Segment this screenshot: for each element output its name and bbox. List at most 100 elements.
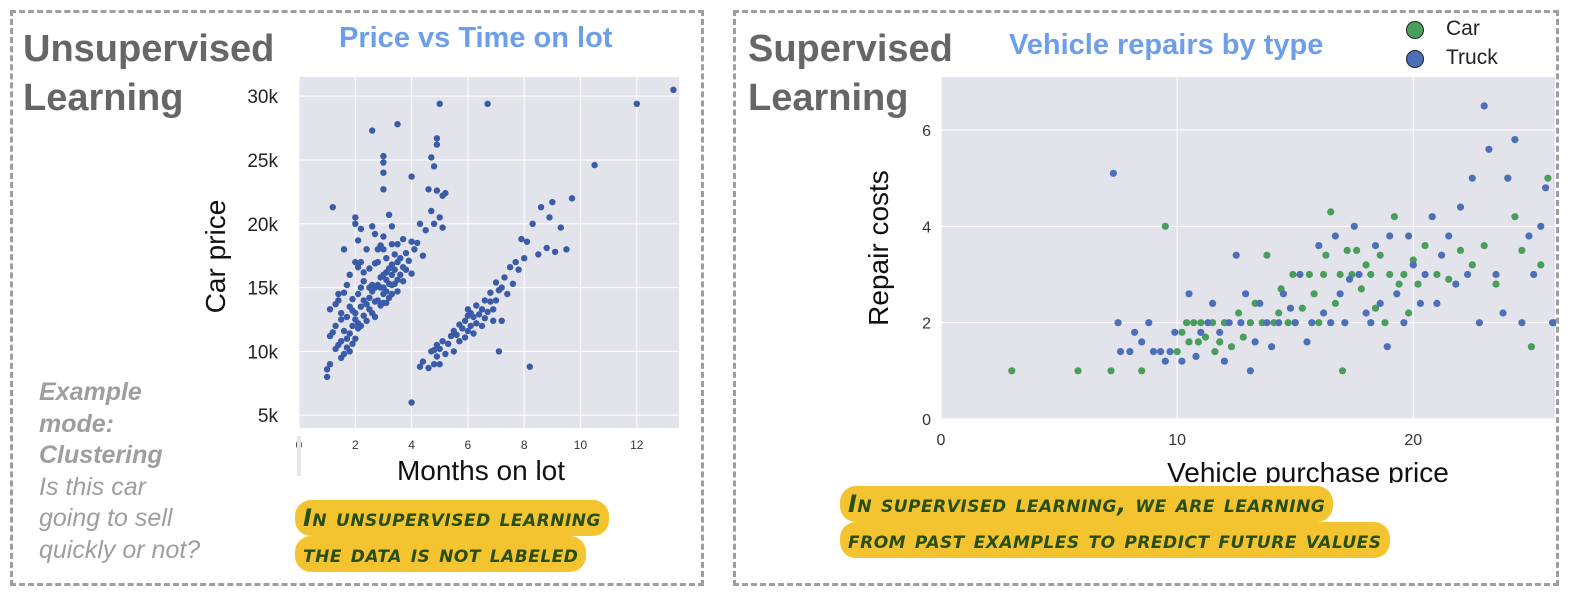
data-point bbox=[461, 334, 469, 341]
car-data-point bbox=[1357, 285, 1365, 293]
x-tick-label: 2 bbox=[352, 438, 359, 452]
unsupervised-note-line-2: the data is not labeled bbox=[295, 536, 587, 572]
data-point bbox=[332, 322, 339, 330]
car-data-point bbox=[1298, 304, 1306, 312]
data-point bbox=[352, 309, 359, 317]
x-axis-label: Vehicle purchase price bbox=[1167, 457, 1449, 483]
truck-data-point bbox=[1256, 299, 1264, 307]
truck-data-point bbox=[1428, 213, 1436, 221]
data-point bbox=[335, 290, 342, 298]
example-type: Clustering bbox=[39, 441, 163, 469]
car-marker-icon bbox=[1406, 21, 1424, 39]
data-point bbox=[394, 276, 401, 284]
truck-data-point bbox=[1296, 270, 1304, 279]
data-point bbox=[535, 251, 542, 258]
truck-data-point bbox=[1303, 338, 1311, 346]
truck-data-point bbox=[1291, 319, 1299, 327]
truck-data-point bbox=[1268, 343, 1276, 351]
data-point bbox=[402, 266, 410, 273]
data-point bbox=[354, 237, 362, 244]
data-point bbox=[360, 278, 367, 285]
data-point bbox=[354, 290, 362, 298]
data-point bbox=[484, 308, 491, 316]
truck-data-point bbox=[1400, 319, 1408, 327]
data-point bbox=[383, 288, 390, 295]
truck-data-point bbox=[1386, 232, 1394, 240]
truck-data-point bbox=[1114, 319, 1122, 327]
data-point bbox=[445, 340, 452, 347]
data-point bbox=[357, 303, 365, 310]
truck-data-point bbox=[1192, 352, 1200, 360]
example-question-1: Is this car bbox=[39, 472, 146, 501]
data-point bbox=[430, 220, 438, 227]
truck-data-point bbox=[1320, 309, 1328, 317]
data-point bbox=[366, 265, 373, 272]
car-data-point bbox=[1338, 367, 1347, 375]
car-data-point bbox=[1227, 343, 1236, 351]
data-point bbox=[490, 306, 497, 313]
data-point bbox=[459, 325, 466, 332]
example-mode-label: mode: bbox=[39, 409, 114, 438]
car-data-point bbox=[1185, 338, 1193, 346]
truck-data-point bbox=[1362, 309, 1370, 317]
data-point bbox=[433, 135, 441, 142]
y-axis-label: Repair costs bbox=[863, 170, 894, 326]
truck-data-point bbox=[1468, 174, 1476, 182]
truck-data-point bbox=[1383, 343, 1391, 351]
data-point bbox=[388, 261, 396, 268]
car-data-point bbox=[1239, 333, 1247, 341]
data-point bbox=[340, 327, 348, 335]
truck-data-point bbox=[1263, 319, 1271, 327]
truck-data-point bbox=[1416, 299, 1424, 307]
data-point bbox=[352, 214, 359, 221]
truck-data-point bbox=[1209, 299, 1217, 307]
data-point bbox=[670, 86, 677, 93]
data-point bbox=[453, 331, 460, 338]
car-data-point bbox=[1275, 309, 1283, 317]
price-chart-title: Price vs Time on lot bbox=[339, 22, 613, 54]
unsupervised-note-line-1: In unsupervised learning bbox=[295, 500, 609, 536]
data-point bbox=[326, 306, 334, 313]
data-point bbox=[430, 346, 438, 354]
truck-data-point bbox=[1232, 251, 1240, 259]
supervised-note-line-1: In supervised learning, we are learning bbox=[840, 486, 1334, 522]
car-data-point bbox=[1405, 309, 1413, 317]
data-point bbox=[363, 317, 370, 324]
car-data-point bbox=[1511, 213, 1519, 221]
data-point bbox=[546, 214, 553, 221]
x-axis-label: Months on lot bbox=[397, 455, 565, 486]
truck-data-point bbox=[1225, 319, 1233, 327]
truck-data-point bbox=[1499, 309, 1507, 317]
data-point bbox=[371, 230, 379, 238]
truck-data-point bbox=[1409, 261, 1417, 269]
data-point bbox=[363, 301, 370, 308]
heading-line-2: Learning bbox=[23, 77, 184, 119]
data-point bbox=[366, 294, 373, 301]
truck-data-point bbox=[1355, 270, 1363, 279]
x-tick-label: 10 bbox=[574, 438, 588, 452]
car-data-point bbox=[1371, 304, 1380, 312]
truck-data-point bbox=[1178, 357, 1186, 365]
data-point bbox=[399, 278, 407, 285]
data-point bbox=[394, 121, 401, 128]
x-tick-label: 0 bbox=[937, 432, 946, 449]
data-point bbox=[568, 195, 576, 202]
data-point bbox=[478, 322, 486, 330]
supervised-note-line-2: from past examples to predict future val… bbox=[840, 522, 1390, 558]
data-point bbox=[380, 159, 387, 166]
car-data-point bbox=[1074, 367, 1082, 375]
data-point bbox=[428, 207, 435, 215]
data-point bbox=[416, 220, 424, 227]
data-point bbox=[521, 255, 528, 262]
car-data-point bbox=[1386, 270, 1394, 279]
data-point bbox=[414, 239, 421, 247]
truck-data-point bbox=[1126, 348, 1134, 356]
data-point bbox=[380, 246, 387, 253]
data-point bbox=[408, 238, 415, 245]
truck-data-point bbox=[1109, 169, 1117, 177]
data-point bbox=[492, 297, 500, 304]
data-point bbox=[495, 348, 503, 355]
truck-data-point bbox=[1246, 367, 1254, 375]
truck-data-point bbox=[1242, 290, 1250, 298]
car-data-point bbox=[1390, 213, 1398, 221]
